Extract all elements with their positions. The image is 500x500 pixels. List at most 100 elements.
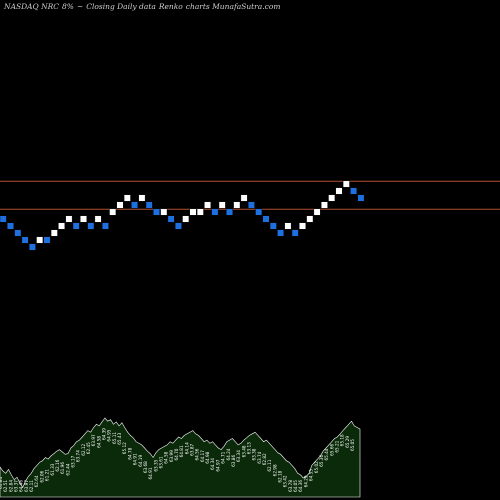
renko-brick-47 (342, 180, 350, 188)
volume-label-42: 64.97 (215, 459, 220, 471)
volume-label-5: 63.97 (24, 480, 29, 492)
renko-brick-38 (277, 229, 284, 237)
volume-label-39: 64.17 (200, 450, 205, 462)
renko-brick-35 (255, 208, 263, 216)
renko-brick-8 (58, 222, 66, 230)
renko-brick-24 (174, 222, 182, 230)
volume-label-35: 64.81 (179, 445, 184, 457)
volume-label-20: 64.39 (102, 428, 107, 440)
renko-brick-26 (189, 208, 197, 216)
renko-brick-7 (50, 229, 58, 237)
volume-label-36: 64.14 (184, 442, 189, 454)
volume-label-22: 65.11 (112, 432, 117, 444)
volume-label-57: 64.05 (293, 480, 298, 492)
volume-label-65: 65.21 (334, 440, 339, 452)
volume-label-47: 63.48 (241, 445, 246, 457)
volume-label-16: 62.12 (81, 443, 86, 455)
volume-label-14: 63.17 (70, 455, 75, 467)
renko-brick-49 (357, 194, 365, 202)
exchange-symbol: NASDAQ NRC (4, 2, 60, 11)
renko-brick-11 (80, 215, 87, 223)
volume-label-55: 63.42 (283, 475, 288, 487)
renko-brick-0 (0, 215, 7, 223)
volume-label-11: 62.16 (55, 459, 60, 471)
volume-label-24: 65.12 (122, 442, 127, 454)
renko-brick-2 (14, 229, 22, 237)
renko-brick-13 (94, 215, 102, 223)
volume-label-6: 62.11 (29, 480, 34, 492)
volume-label-44: 64.24 (226, 448, 231, 460)
volume-label-56: 63.78 (288, 480, 293, 492)
volume-label-52: 62.11 (267, 459, 272, 471)
arrow-text: ~ (76, 2, 84, 11)
renko-brick-5 (36, 236, 44, 244)
renko-brick-41 (299, 222, 306, 230)
renko-brick-29 (211, 208, 219, 216)
renko-brick-25 (182, 215, 190, 223)
volume-label-18: 63.97 (91, 434, 96, 446)
volume-label-61: 65.02 (314, 461, 319, 473)
renko-brick-22 (160, 208, 168, 216)
volume-label-48: 63.13 (246, 442, 251, 454)
renko-brick-10 (72, 222, 80, 230)
renko-brick-20 (145, 201, 153, 209)
site-text: charts MunafaSutra.com (185, 2, 281, 11)
renko-brick-16 (116, 201, 124, 209)
renko-brick-21 (153, 208, 160, 216)
volume-label-4: 64.46 (19, 480, 24, 492)
chart-header: NASDAQ NRC 8% ~ Closing Daily data Renko char… (4, 2, 283, 11)
volume-label-32: 64.58 (164, 451, 169, 463)
renko-brick-19 (138, 194, 146, 202)
volume-label-0: 61.84 (0, 477, 3, 489)
volume-label-26: 64.91 (133, 453, 138, 465)
volume-label-40: 64.98 (205, 451, 210, 463)
volume-label-33: 63.99 (169, 450, 174, 462)
renko-brick-34 (247, 201, 255, 209)
volume-label-3: 63.37 (14, 480, 19, 492)
volume-label-34: 64.70 (174, 448, 179, 460)
volume-label-13: 62.44 (65, 463, 70, 475)
renko-brick-28 (204, 201, 211, 209)
renko-brick-30 (218, 201, 226, 209)
renko-brick-33 (240, 194, 248, 202)
volume-label-58: 64.36 (298, 480, 303, 492)
volume-area (0, 417, 361, 498)
volume-label-66: 65.18 (340, 434, 345, 446)
volume-label-1: 62.51 (3, 480, 8, 492)
volume-label-53: 62.98 (272, 464, 277, 476)
renko-brick-15 (109, 208, 117, 216)
volume-label-68: 65.05 (350, 439, 355, 451)
desc-text: Closing Daily data (86, 2, 156, 11)
renko-brick-40 (291, 229, 299, 237)
volume-label-23: 65.43 (117, 432, 122, 444)
renko-brick-36 (262, 215, 270, 223)
volume-label-15: 63.74 (76, 450, 81, 462)
volume-label-62: 65.36 (319, 455, 324, 467)
renko-brick-4 (29, 243, 36, 251)
change-text: 8% (62, 2, 74, 11)
volume-label-50: 63.74 (257, 451, 262, 463)
volume-label-60: 64.55 (309, 469, 314, 481)
renko-brick-43 (313, 208, 321, 216)
volume-label-31: 63.61 (158, 456, 163, 468)
renko-brick-1 (7, 222, 14, 230)
renko-brick-31 (226, 208, 233, 216)
renko-brick-18 (131, 201, 138, 209)
volume-label-7: 62.64 (34, 475, 39, 487)
volume-label-19: 64.58 (96, 436, 101, 448)
volume-label-46: 63.34 (236, 450, 241, 462)
volume-label-59: 64.29 (303, 475, 308, 487)
renko-brick-39 (284, 222, 292, 230)
renko-brick-12 (87, 222, 95, 230)
volume-label-45: 63.86 (231, 455, 236, 467)
volume-label-51: 62.82 (262, 453, 267, 465)
volume-label-67: 65.29 (345, 436, 350, 448)
renko-brick-27 (196, 208, 204, 216)
renko-brick-6 (43, 236, 51, 244)
volume-label-12: 61.96 (60, 462, 65, 474)
volume-label-37: 63.87 (190, 443, 195, 455)
renko-brick-3 (21, 236, 29, 244)
renko-brick-9 (65, 215, 73, 223)
volume-label-2: 62.84 (8, 480, 13, 492)
